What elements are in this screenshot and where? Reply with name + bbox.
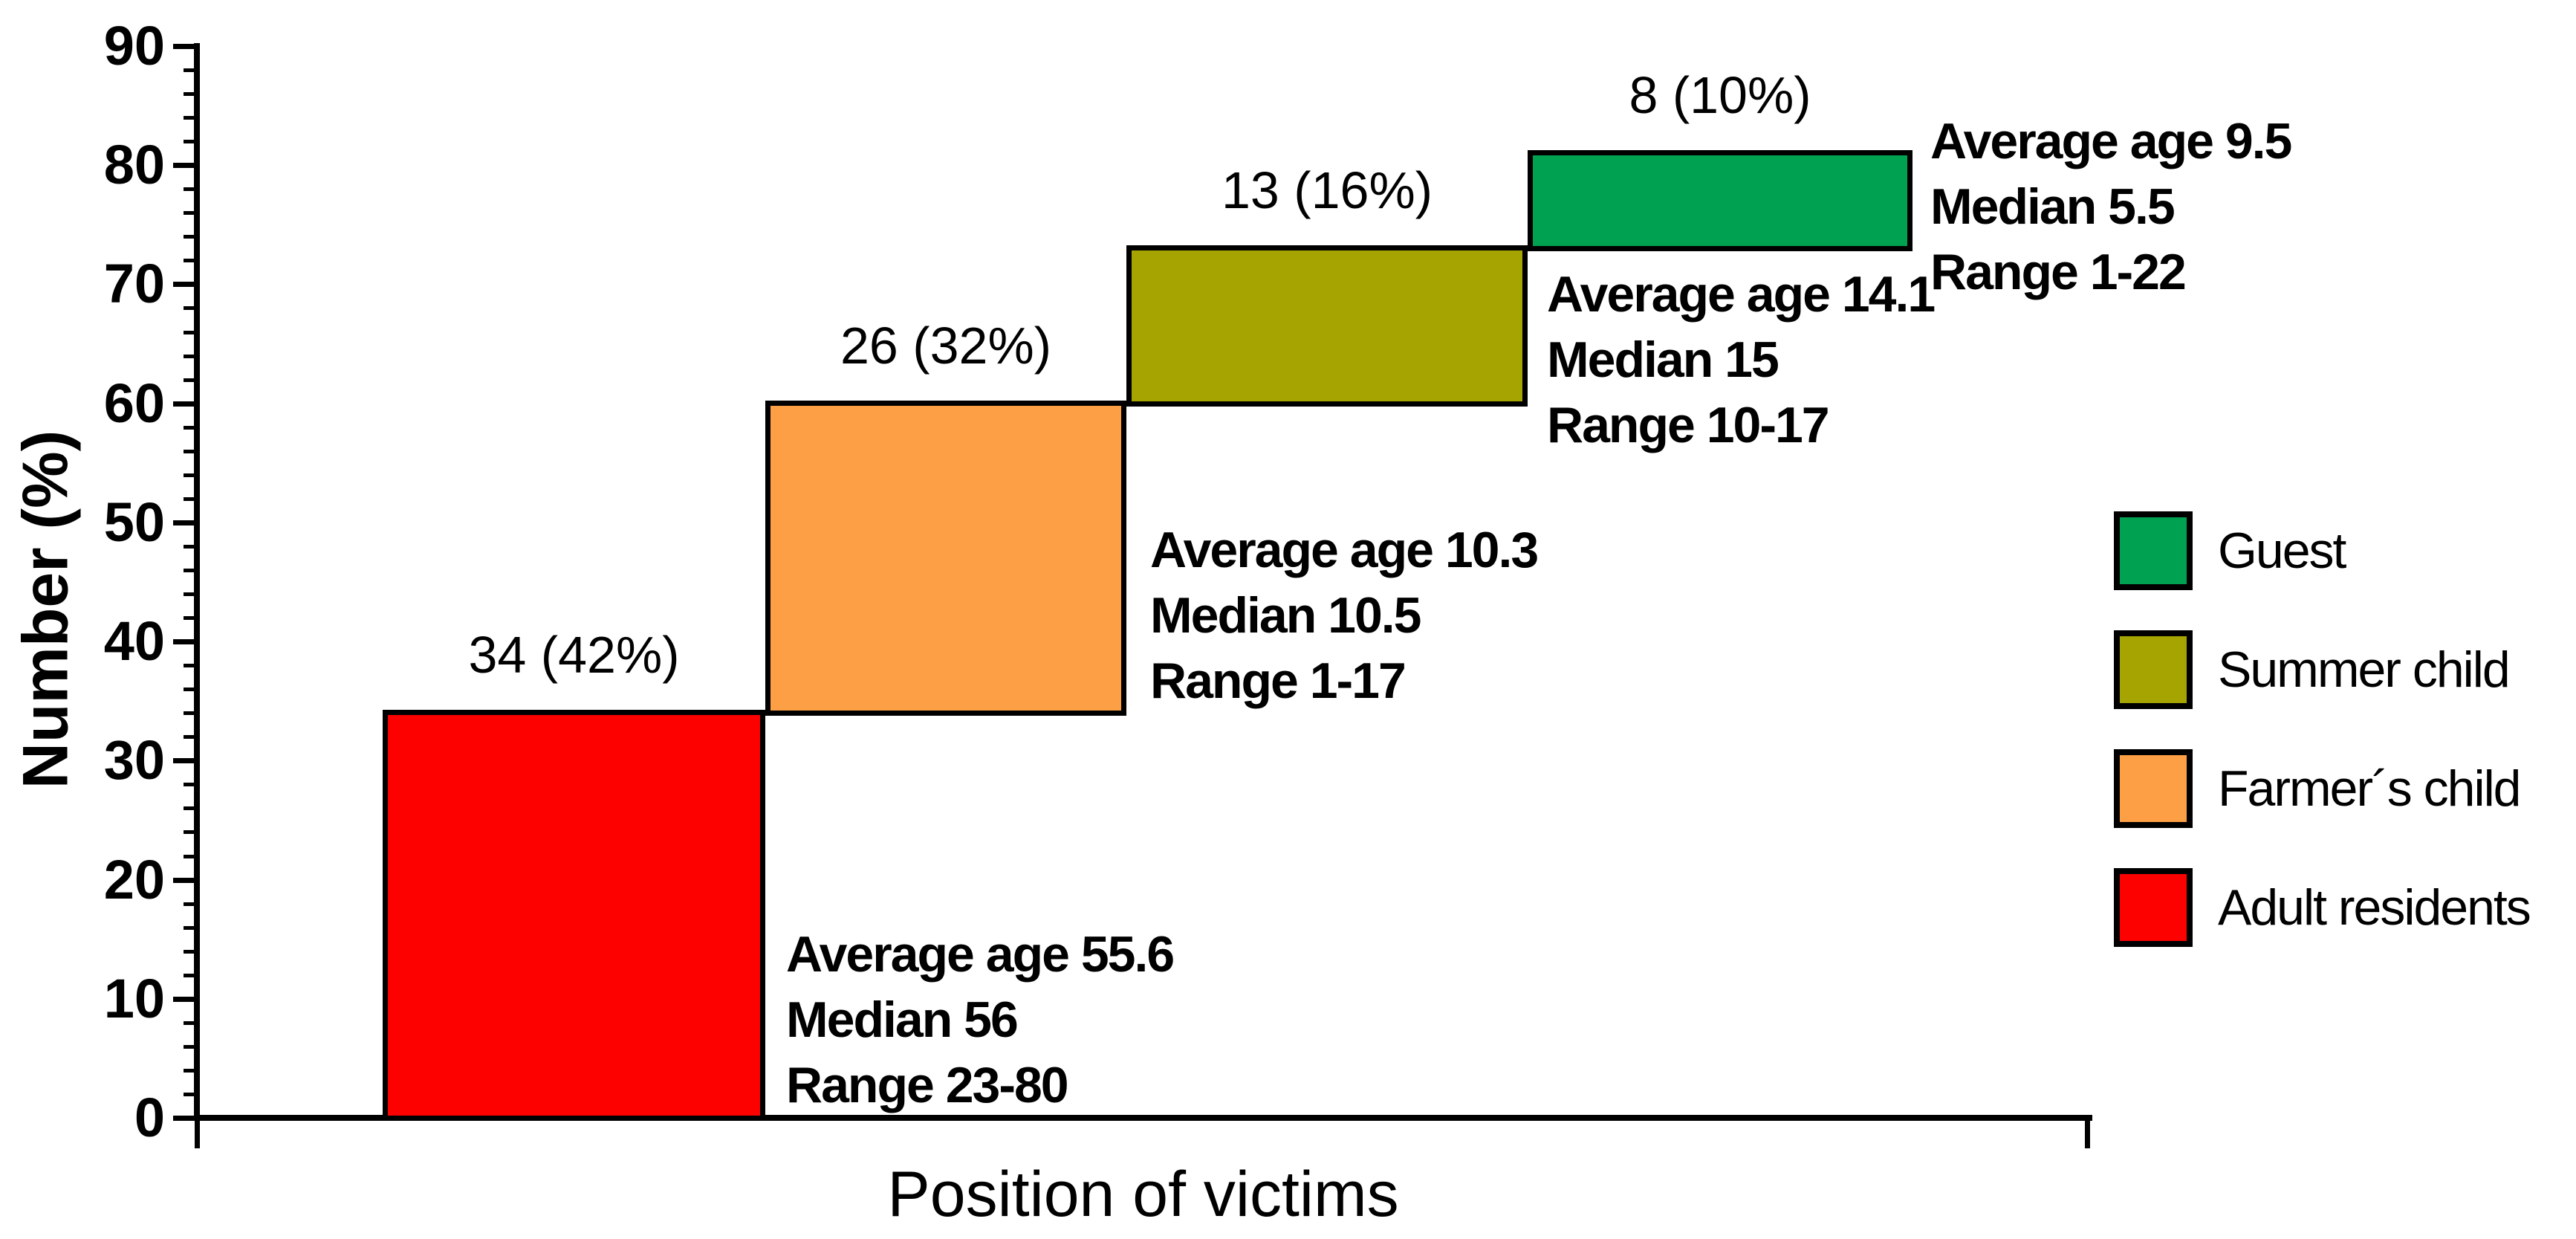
y-major-tick <box>173 758 197 764</box>
x-axis-end-tick-right <box>2085 1118 2090 1148</box>
legend-swatch-adult-residents <box>2114 868 2193 947</box>
y-minor-tick <box>184 496 197 501</box>
y-major-tick <box>173 520 197 525</box>
y-minor-tick <box>184 830 197 835</box>
y-minor-tick <box>184 425 197 430</box>
x-axis-line <box>194 1115 2092 1121</box>
legend-swatch-guest <box>2114 511 2193 590</box>
annotation-line: Range 1-17 <box>1150 653 1407 709</box>
y-major-tick <box>173 996 197 1002</box>
annotation-line: Median 56 <box>786 991 1019 1048</box>
annotation-line: Range 10-17 <box>1547 397 1830 453</box>
y-major-tick <box>173 44 197 49</box>
annotation-line: Range 23-80 <box>786 1057 1069 1113</box>
annotation-adult-residents: Average age 55.6 Median 56 Range 23-80 <box>786 922 1175 1118</box>
bar-adult-residents <box>383 710 765 1121</box>
annotation-line: Range 1-22 <box>1930 244 2187 300</box>
y-minor-tick <box>184 973 197 977</box>
y-minor-tick <box>184 1092 197 1096</box>
annotation-farmer-s-child: Average age 10.3 Median 10.5 Range 1-17 <box>1150 517 1539 714</box>
y-minor-tick <box>184 92 197 97</box>
bar-farmer-s-child <box>765 400 1126 716</box>
legend-label-adult-residents: Adult residents <box>2218 879 2531 936</box>
legend-label-summer-child: Summer child <box>2218 641 2511 698</box>
annotation-guest: Average age 9.5 Median 5.5 Range 1-22 <box>1930 109 2292 305</box>
annotation-line: Average age 10.3 <box>1150 522 1539 578</box>
y-minor-tick <box>184 568 197 572</box>
y-minor-tick <box>184 378 197 382</box>
y-major-tick <box>173 163 197 169</box>
legend-label-farmer-s-child: Farmer´s child <box>2218 760 2521 817</box>
y-major-tick <box>173 1116 197 1121</box>
y-minor-tick <box>184 1044 197 1049</box>
y-minor-tick <box>184 735 197 740</box>
y-minor-tick <box>184 354 197 358</box>
y-minor-tick <box>184 616 197 621</box>
y-minor-tick <box>184 688 197 692</box>
y-major-tick <box>173 877 197 883</box>
y-minor-tick <box>184 854 197 858</box>
legend-swatch-farmer-s-child <box>2114 749 2193 828</box>
y-major-tick <box>173 282 197 288</box>
bar-summer-child <box>1126 245 1528 407</box>
y-minor-tick <box>184 211 197 216</box>
annotation-line: Median 5.5 <box>1930 178 2176 235</box>
y-minor-tick <box>184 68 197 73</box>
legend-swatch-summer-child <box>2114 630 2193 709</box>
y-minor-tick <box>184 116 197 120</box>
bar-label-summer-child: 13 (16%) <box>1221 161 1433 220</box>
y-minor-tick <box>184 949 197 954</box>
y-minor-tick <box>184 259 197 263</box>
y-major-tick <box>173 401 197 407</box>
y-tick-label: 60 <box>103 372 165 434</box>
annotation-line: Median 10.5 <box>1150 587 1422 644</box>
y-minor-tick <box>184 711 197 716</box>
bar-label-adult-residents: 34 (42%) <box>468 626 680 685</box>
y-minor-tick <box>184 902 197 906</box>
y-minor-tick <box>184 140 197 144</box>
y-minor-tick <box>184 1020 197 1025</box>
y-minor-tick <box>184 449 197 453</box>
y-tick-label: 70 <box>103 253 165 315</box>
y-major-tick <box>173 639 197 645</box>
annotation-line: Average age 9.5 <box>1930 113 2292 169</box>
legend-label-guest: Guest <box>2218 523 2346 579</box>
y-minor-tick <box>184 187 197 192</box>
y-minor-tick <box>184 592 197 597</box>
annotation-summer-child: Average age 14.1 Median 15 Range 10-17 <box>1547 262 1936 458</box>
y-tick-label: 0 <box>134 1087 165 1148</box>
y-minor-tick <box>184 330 197 334</box>
y-tick-label: 30 <box>103 729 165 792</box>
y-axis-line <box>194 43 200 1121</box>
y-minor-tick <box>184 1068 197 1073</box>
y-tick-label: 50 <box>103 491 165 553</box>
y-minor-tick <box>184 806 197 811</box>
y-minor-tick <box>184 306 197 311</box>
bar-guest <box>1528 150 1912 252</box>
bar-label-guest: 8 (10%) <box>1629 66 1811 125</box>
annotation-line: Average age 55.6 <box>786 926 1175 983</box>
y-tick-label: 90 <box>103 15 165 77</box>
y-tick-label: 80 <box>103 134 165 196</box>
y-tick-label: 40 <box>103 610 165 673</box>
y-minor-tick <box>184 925 197 930</box>
y-minor-tick <box>184 664 197 668</box>
y-minor-tick <box>184 783 197 787</box>
bar-label-farmer-s-child: 26 (32%) <box>840 316 1052 375</box>
annotation-line: Median 15 <box>1547 331 1779 388</box>
y-minor-tick <box>184 544 197 549</box>
y-minor-tick <box>184 235 197 239</box>
annotation-line: Average age 14.1 <box>1547 266 1936 323</box>
x-axis-title: Position of victims <box>887 1159 1399 1230</box>
x-axis-end-tick-left <box>195 1118 200 1148</box>
y-minor-tick <box>184 473 197 477</box>
y-tick-label: 20 <box>103 848 165 910</box>
y-tick-label: 10 <box>103 967 165 1029</box>
